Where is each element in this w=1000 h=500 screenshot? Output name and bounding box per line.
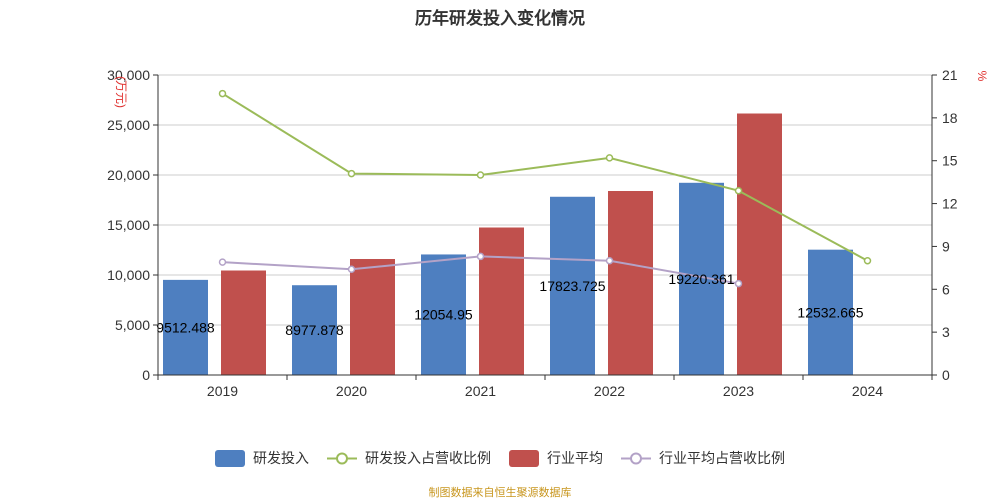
line-point[interactable] bbox=[863, 256, 872, 265]
left-axis-tick-label: 10,000 bbox=[107, 267, 150, 283]
bar[interactable] bbox=[221, 270, 266, 376]
bar[interactable] bbox=[808, 249, 853, 375]
legend-item-industry-average[interactable]: 行业平均 bbox=[509, 448, 603, 468]
left-axis-tick-label: 0 bbox=[142, 367, 150, 383]
left-axis-tick-label: 5,000 bbox=[115, 317, 150, 333]
legend-item-rd-investment[interactable]: 研发投入 bbox=[215, 448, 309, 468]
legend-swatch-industry-ratio bbox=[621, 452, 651, 464]
bar[interactable] bbox=[292, 285, 337, 375]
bar-data-label: 19220.361 bbox=[668, 271, 734, 287]
right-axis-tick-label: 21 bbox=[942, 67, 958, 83]
legend-swatch-rd-ratio bbox=[327, 452, 357, 464]
left-axis-tick-label: 15,000 bbox=[107, 217, 150, 233]
bar[interactable] bbox=[550, 196, 595, 375]
bar[interactable] bbox=[350, 259, 395, 375]
line-point[interactable] bbox=[605, 154, 614, 162]
line-point[interactable] bbox=[347, 265, 356, 274]
bar[interactable] bbox=[421, 254, 466, 375]
line-point[interactable] bbox=[605, 256, 614, 265]
bar[interactable] bbox=[479, 227, 524, 376]
x-axis-tick-label: 2020 bbox=[336, 383, 367, 399]
x-axis-tick-label: 2021 bbox=[465, 383, 496, 399]
right-axis-tick-label: 15 bbox=[942, 153, 958, 169]
x-axis-tick-label: 2023 bbox=[723, 383, 754, 399]
line-point[interactable] bbox=[476, 171, 485, 179]
legend: 研发投入 研发投入占营收比例 行业平均 行业平均占营收比例 bbox=[0, 448, 1000, 468]
line-point[interactable] bbox=[734, 279, 743, 288]
bar-data-label: 8977.878 bbox=[285, 322, 344, 338]
bar-data-label: 12532.665 bbox=[797, 304, 863, 320]
x-axis-tick-label: 2019 bbox=[207, 383, 238, 399]
series-line bbox=[221, 92, 868, 262]
right-axis-tick-label: 3 bbox=[942, 324, 950, 340]
legend-swatch-rd-investment bbox=[215, 449, 245, 467]
bar[interactable] bbox=[163, 279, 208, 375]
bar[interactable] bbox=[608, 191, 653, 375]
legend-label: 研发投入 bbox=[253, 450, 309, 466]
legend-item-industry-ratio[interactable]: 行业平均占营收比例 bbox=[621, 448, 785, 468]
right-axis-tick-label: 9 bbox=[942, 238, 950, 254]
legend-label: 行业平均占营收比例 bbox=[659, 450, 785, 466]
chart-plot: 9512.488 8977.878 12054.95 17823.725 19220.3… bbox=[107, 67, 989, 399]
line-point[interactable] bbox=[218, 89, 227, 98]
right-axis-tick-label: 18 bbox=[942, 110, 958, 126]
line-point[interactable] bbox=[347, 169, 356, 178]
bar[interactable] bbox=[737, 113, 782, 376]
right-axis-tick-label: 6 bbox=[942, 281, 950, 297]
line-point[interactable] bbox=[218, 258, 227, 266]
bar-data-label: 17823.725 bbox=[539, 278, 605, 294]
legend-swatch-industry-average bbox=[509, 449, 539, 467]
line-point[interactable] bbox=[476, 252, 485, 261]
left-axis-tick-label: 25,000 bbox=[107, 117, 150, 133]
bar-data-label: 9512.488 bbox=[156, 319, 215, 335]
left-axis-tick-label: 20,000 bbox=[107, 167, 150, 183]
legend-item-rd-ratio[interactable]: 研发投入占营收比例 bbox=[327, 448, 491, 468]
right-axis-tick-label: 12 bbox=[942, 196, 958, 212]
footer-note: 制图数据来自恒生聚源数据库 bbox=[428, 487, 572, 499]
left-axis-tick-label: 30,000 bbox=[107, 67, 150, 83]
x-axis-tick-label: 2022 bbox=[594, 383, 625, 399]
chart-title: 历年研发投入变化情况 bbox=[415, 9, 585, 28]
bar-data-label: 12054.95 bbox=[414, 307, 473, 323]
right-axis-unit-label: % bbox=[975, 71, 989, 82]
line-point[interactable] bbox=[734, 186, 743, 195]
right-axis-tick-label: 0 bbox=[942, 367, 950, 383]
legend-label: 行业平均 bbox=[547, 450, 603, 466]
left-axis-unit-label: (万元) bbox=[114, 76, 128, 108]
x-axis-tick-label: 2024 bbox=[852, 383, 883, 399]
legend-label: 研发投入占营收比例 bbox=[365, 450, 491, 466]
